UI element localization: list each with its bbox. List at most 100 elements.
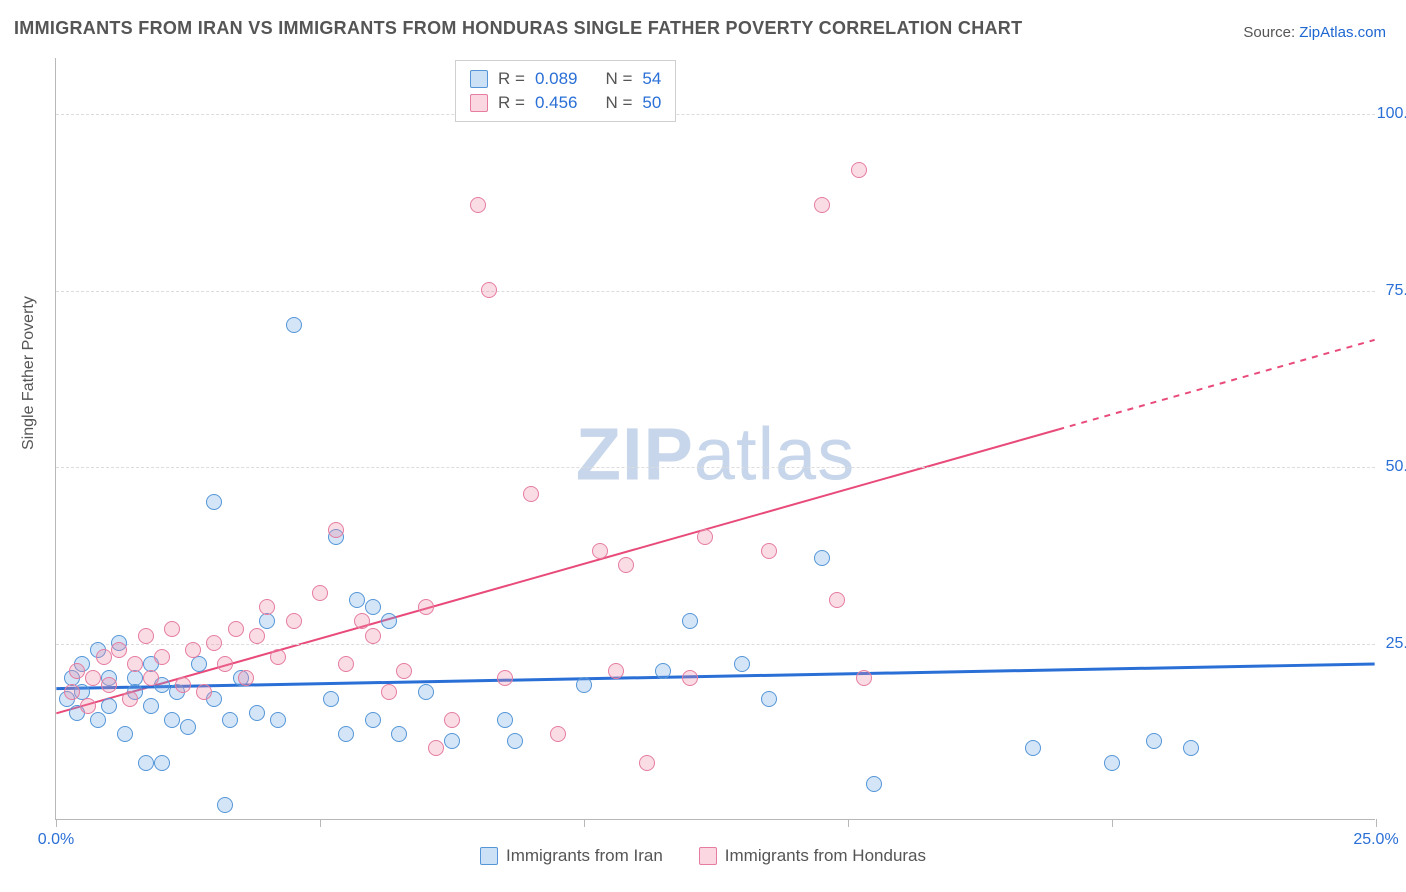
data-point [143, 698, 159, 714]
x-tick [320, 819, 321, 827]
gridline-h [56, 467, 1375, 468]
data-point [323, 691, 339, 707]
data-point [127, 656, 143, 672]
x-tick [584, 819, 585, 827]
scatter-plot: ZIPatlas 25.0%50.0%75.0%100.0%0.0%25.0% [55, 58, 1375, 820]
data-point [639, 755, 655, 771]
trend-line [56, 664, 1374, 689]
x-tick [56, 819, 57, 827]
n-value-iran: 54 [642, 69, 661, 89]
data-point [217, 797, 233, 813]
data-point [286, 613, 302, 629]
data-point [164, 712, 180, 728]
gridline-h [56, 644, 1375, 645]
swatch-iran-icon [470, 70, 488, 88]
data-point [206, 494, 222, 510]
data-point [101, 698, 117, 714]
data-point [481, 282, 497, 298]
data-point [185, 642, 201, 658]
data-point [270, 712, 286, 728]
y-tick-label: 50.0% [1386, 458, 1406, 476]
watermark-atlas: atlas [694, 412, 855, 495]
data-point [217, 656, 233, 672]
r-label: R = [498, 93, 525, 113]
data-point [497, 712, 513, 728]
y-tick-label: 25.0% [1386, 635, 1406, 653]
data-point [143, 670, 159, 686]
data-point [286, 317, 302, 333]
data-point [381, 684, 397, 700]
data-point [396, 663, 412, 679]
data-point [428, 740, 444, 756]
data-point [138, 628, 154, 644]
data-point [814, 550, 830, 566]
data-point [349, 592, 365, 608]
data-point [328, 522, 344, 538]
data-point [734, 656, 750, 672]
data-point [338, 726, 354, 742]
n-label: N = [605, 69, 632, 89]
data-point [365, 628, 381, 644]
data-point [154, 755, 170, 771]
data-point [1146, 733, 1162, 749]
data-point [222, 712, 238, 728]
data-point [164, 621, 180, 637]
data-point [418, 684, 434, 700]
data-point [69, 663, 85, 679]
swatch-honduras-icon [470, 94, 488, 112]
data-point [829, 592, 845, 608]
data-point [365, 599, 381, 615]
source-link[interactable]: ZipAtlas.com [1299, 24, 1386, 41]
data-point [365, 712, 381, 728]
legend-row-iran: R = 0.089 N = 54 [470, 67, 661, 91]
data-point [154, 649, 170, 665]
data-point [175, 677, 191, 693]
trend-line [56, 429, 1058, 713]
data-point [497, 670, 513, 686]
page: IMMIGRANTS FROM IRAN VS IMMIGRANTS FROM … [0, 0, 1406, 892]
data-point [444, 733, 460, 749]
data-point [851, 162, 867, 178]
data-point [80, 698, 96, 714]
n-value-honduras: 50 [642, 93, 661, 113]
data-point [122, 691, 138, 707]
data-point [1025, 740, 1041, 756]
data-point [85, 670, 101, 686]
data-point [238, 670, 254, 686]
data-point [866, 776, 882, 792]
data-point [592, 543, 608, 559]
y-tick-label: 100.0% [1377, 105, 1406, 123]
trend-line [1058, 340, 1374, 430]
data-point [191, 656, 207, 672]
data-point [1104, 755, 1120, 771]
watermark-zip: ZIP [576, 412, 694, 495]
x-tick [848, 819, 849, 827]
legend-row-honduras: R = 0.456 N = 50 [470, 91, 661, 115]
data-point [444, 712, 460, 728]
data-point [507, 733, 523, 749]
source-prefix: Source: [1243, 24, 1299, 41]
source-attribution: Source: ZipAtlas.com [1243, 24, 1386, 41]
data-point [697, 529, 713, 545]
data-point [576, 677, 592, 693]
r-label: R = [498, 69, 525, 89]
data-point [249, 628, 265, 644]
data-point [96, 649, 112, 665]
data-point [117, 726, 133, 742]
data-point [682, 670, 698, 686]
chart-title: IMMIGRANTS FROM IRAN VS IMMIGRANTS FROM … [14, 18, 1022, 39]
legend-label-honduras: Immigrants from Honduras [725, 846, 926, 866]
r-value-honduras: 0.456 [535, 93, 578, 113]
data-point [259, 599, 275, 615]
x-tick [1112, 819, 1113, 827]
data-point [655, 663, 671, 679]
data-point [761, 543, 777, 559]
watermark: ZIPatlas [576, 411, 855, 496]
legend-label-iran: Immigrants from Iran [506, 846, 663, 866]
data-point [470, 197, 486, 213]
data-point [618, 557, 634, 573]
data-point [312, 585, 328, 601]
data-point [270, 649, 286, 665]
data-point [814, 197, 830, 213]
data-point [249, 705, 265, 721]
